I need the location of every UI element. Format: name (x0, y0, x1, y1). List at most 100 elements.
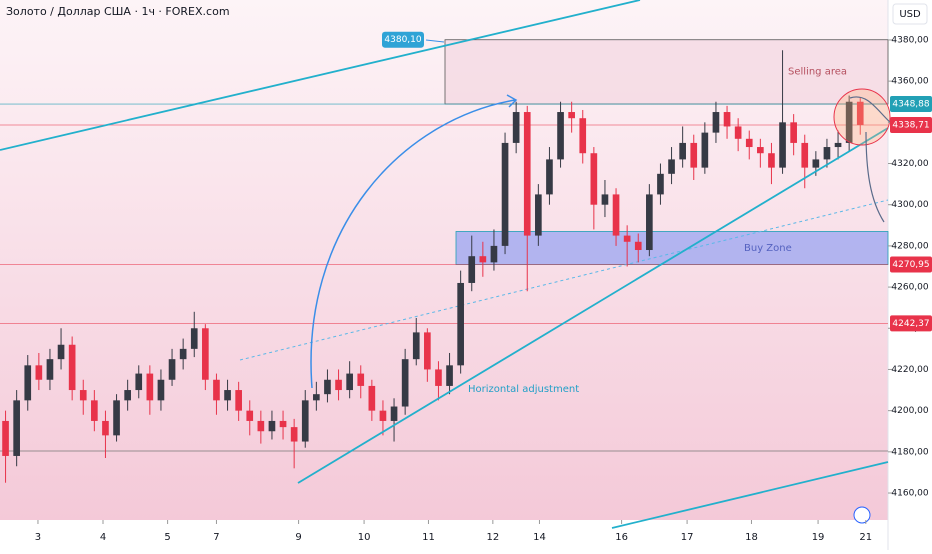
candle-body (290, 427, 298, 442)
price-tag (890, 116, 932, 133)
candle-body (13, 400, 20, 456)
candle-body (368, 385, 376, 411)
candle-body (79, 390, 87, 401)
candle-body (157, 379, 165, 401)
candle-body (568, 112, 575, 119)
candle-body (202, 328, 209, 380)
x-tick-label: 14 (533, 532, 546, 543)
candle-body (657, 173, 664, 195)
y-tick-label: 4320,00 (891, 159, 928, 169)
candle-body (679, 142, 686, 160)
candle-body (856, 101, 864, 125)
x-tick-label: 7 (213, 532, 219, 543)
candle-body (424, 332, 431, 370)
candle-body (512, 112, 520, 143)
candle-body (24, 365, 32, 401)
candle-body (757, 147, 764, 154)
candle-body (168, 359, 176, 380)
y-tick-label: 4300,00 (891, 200, 928, 210)
x-tick-label: 5 (164, 532, 170, 543)
trend-line (611, 461, 889, 529)
candle-body (35, 365, 43, 380)
y-tick-label: 4220,00 (891, 365, 928, 375)
path-curve (865, 131, 885, 223)
chart-title: Золото / Доллар США · 1ч · FOREX.com (6, 5, 230, 18)
candle-body (734, 126, 742, 139)
candle-body (579, 118, 587, 154)
candle-body (279, 420, 287, 428)
candle-body (834, 142, 842, 148)
candle-body (113, 400, 120, 436)
candle-body (135, 373, 143, 391)
x-tick-label: 4 (100, 532, 106, 543)
path-curve (849, 96, 893, 125)
candle-body (646, 194, 653, 251)
currency[interactable]: USD (899, 9, 921, 20)
candle-body (357, 373, 365, 386)
candle-body (335, 379, 342, 391)
candle-body (468, 256, 476, 283)
zone-label: Selling area (788, 67, 847, 78)
candle-body (102, 420, 109, 436)
zones (444, 39, 889, 265)
candle-body (557, 112, 564, 160)
candle-body (412, 332, 420, 360)
candle-body (490, 245, 498, 263)
candle-body (224, 390, 231, 401)
candle-body (701, 132, 709, 168)
labels: Золото / Доллар США · 1ч · FOREX.com USD… (6, 3, 928, 395)
candle-body (268, 420, 276, 432)
x-tick-label: 3 (35, 532, 41, 543)
candle-body (712, 112, 720, 133)
y-tick-label: 4260,00 (891, 283, 928, 293)
candle-body (812, 159, 820, 168)
candle-body (390, 406, 398, 421)
candle-body (257, 420, 265, 432)
candle-body (190, 328, 198, 349)
candle-body (535, 194, 542, 236)
candle-body (57, 344, 65, 360)
x-tick-label: 18 (745, 532, 758, 543)
x-tick-label: 9 (295, 532, 301, 543)
zone-price-tag (382, 31, 424, 48)
time-axis (0, 520, 888, 550)
candle-body (668, 159, 675, 174)
candle-body (246, 410, 254, 421)
currency-box[interactable] (892, 3, 928, 25)
trend-line (297, 127, 889, 484)
candle-body (845, 101, 853, 143)
candle-body (723, 112, 731, 127)
x-tick-label: 16 (615, 532, 628, 543)
candle-body (46, 359, 54, 380)
candle-body (435, 369, 442, 386)
price-tag-label: 4270,95 (892, 260, 929, 270)
price-tag-label: 4348,88 (892, 100, 929, 110)
candle-body (546, 159, 553, 195)
candle-body (346, 373, 353, 391)
y-tick-label: 4200,00 (891, 406, 928, 416)
zone (455, 231, 889, 265)
candle-body (634, 241, 642, 251)
candle-body (768, 153, 775, 168)
x-tick-label: 12 (486, 532, 499, 543)
candle-body (479, 256, 487, 263)
y-tick-label: 4160,00 (891, 489, 928, 499)
candle-body (324, 379, 331, 395)
logo[interactable] (853, 506, 871, 524)
candle-body (623, 235, 631, 242)
candle-body (2, 420, 9, 456)
price-tag (890, 96, 932, 113)
candle-body (523, 112, 531, 236)
arrow-head (506, 94, 518, 108)
price-tag-label: 4338,71 (892, 120, 929, 130)
price-tag-label: 4242,37 (892, 319, 929, 329)
candle-body (801, 142, 809, 168)
x-tick-label: 17 (681, 532, 694, 543)
y-tick-label: 4180,00 (891, 447, 928, 457)
y-tick-label: 4360,00 (891, 77, 928, 87)
candle-body (379, 410, 387, 421)
candle-body (745, 138, 753, 148)
candle-body (601, 194, 609, 205)
